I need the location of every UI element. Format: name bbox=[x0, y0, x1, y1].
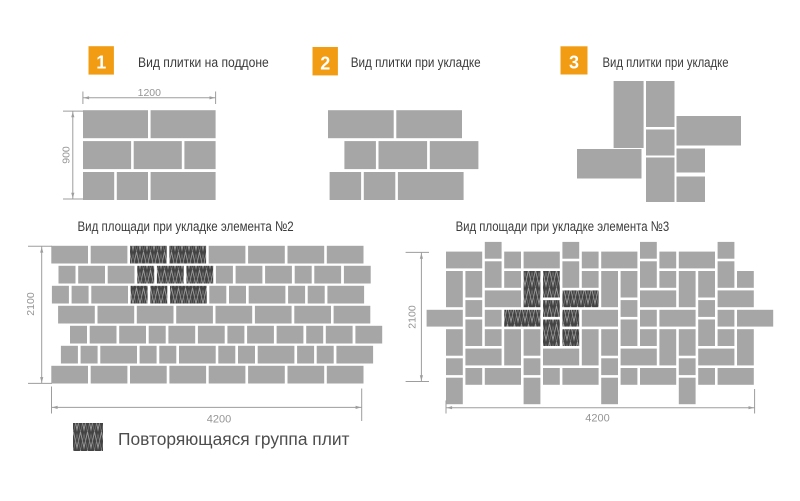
svg-text:Вид плитки при укладке: Вид плитки при укладке bbox=[351, 55, 481, 71]
svg-text:2100: 2100 bbox=[407, 305, 419, 329]
svg-text:Повторяющаяся группа плит: Повторяющаяся группа плит bbox=[118, 429, 350, 449]
svg-text:2100: 2100 bbox=[25, 292, 37, 316]
svg-text:1200: 1200 bbox=[138, 87, 162, 99]
svg-text:Вид площади при укладке элемен: Вид площади при укладке элемента №2 bbox=[78, 219, 294, 235]
svg-text:4200: 4200 bbox=[207, 413, 231, 425]
svg-text:3: 3 bbox=[569, 53, 579, 73]
svg-text:Вид плитки при укладке: Вид плитки при укладке bbox=[603, 55, 729, 71]
svg-text:4200: 4200 bbox=[585, 413, 609, 425]
svg-text:1: 1 bbox=[96, 53, 106, 73]
svg-text:Вид площади при укладке элемен: Вид площади при укладке элемента №3 bbox=[456, 219, 670, 235]
svg-text:2: 2 bbox=[320, 53, 330, 73]
svg-text:900: 900 bbox=[60, 146, 72, 164]
svg-text:Вид плитки на поддоне: Вид плитки на поддоне bbox=[138, 55, 269, 71]
